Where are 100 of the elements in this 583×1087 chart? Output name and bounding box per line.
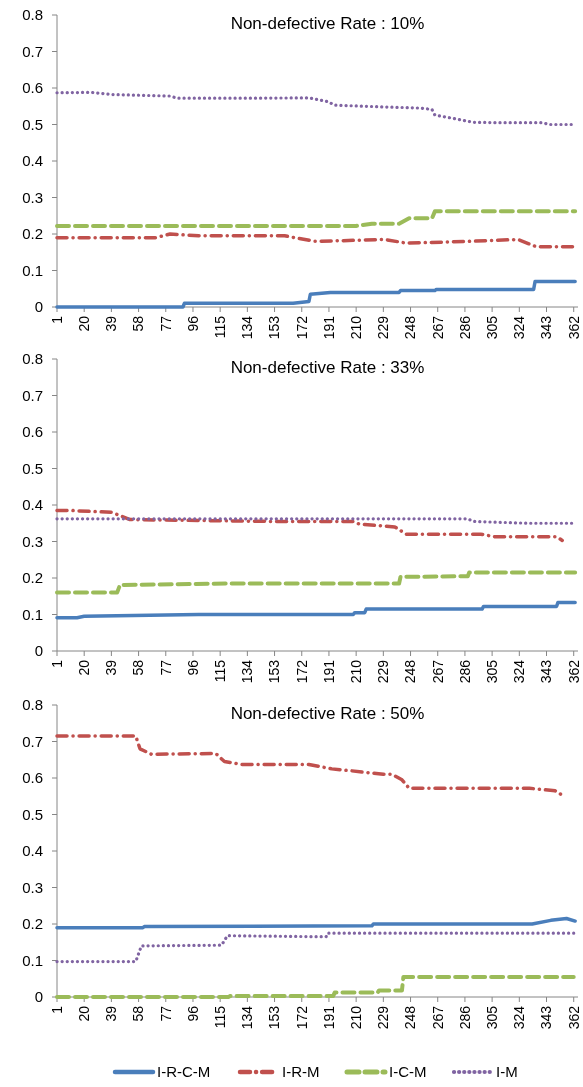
y-tick-label: 0.3 [22,532,43,550]
x-tick-label: 153 [266,315,283,340]
x-tick-label: 248 [402,315,419,340]
x-tick-label: 115 [212,659,229,683]
x-tick-label: 39 [103,315,120,332]
x-tick-label: 77 [157,1005,174,1022]
y-tick-label: 0.7 [22,42,43,60]
line-series [55,916,577,930]
x-tick-label: 286 [456,315,473,340]
chart-title: Non-defective Rate : 50% [230,703,425,723]
y-tick-label: 0 [34,988,43,1006]
x-tick-label: 229 [375,1005,392,1030]
x-tick-label: 172 [293,1005,310,1030]
x-tick-label: 210 [348,659,365,684]
x-tick-label: 96 [184,315,201,332]
x-tick-label: 248 [402,659,419,684]
x-tick-label: 324 [511,315,528,340]
legend-label: I-R-M [282,1063,320,1081]
x-tick-label: 324 [511,1005,528,1030]
x-tick-label: 362 [565,1005,582,1030]
x-tick-label: 191 [320,315,337,340]
x-tick-label: 20 [76,315,93,332]
x-tick-label: 229 [375,659,392,684]
x-tick-label: 343 [538,315,555,340]
x-tick-label: 115 [212,1005,229,1029]
y-tick-label: 0.4 [22,496,43,514]
x-tick-label: 191 [320,659,337,684]
chart-title: Non-defective Rate : 10% [230,13,425,33]
x-tick-label: 96 [184,659,201,676]
x-tick-label: 20 [76,659,93,676]
x-tick-label: 153 [266,659,283,684]
x-tick-label: 210 [348,315,365,340]
x-tick-label: 39 [103,1005,120,1022]
y-tick-label: 0.3 [22,188,43,206]
x-tick-label: 20 [76,1005,93,1022]
line-series [55,508,565,543]
y-tick-label: 0 [34,642,43,660]
x-tick-label: 153 [266,1005,283,1030]
y-tick-label: 0.1 [22,261,43,279]
x-tick-label: 343 [538,1005,555,1030]
line-series [55,600,577,620]
x-tick-label: 58 [130,659,147,676]
x-tick-label: 58 [130,1005,147,1022]
x-tick-label: 172 [293,659,310,684]
y-tick-label: 0.8 [22,6,43,24]
line-series [55,734,565,797]
y-tick-label: 0.4 [22,152,43,170]
x-tick-label: 305 [484,315,501,340]
x-tick-label: 229 [375,315,392,340]
x-tick-label: 115 [212,315,229,339]
y-tick-label: 0.1 [22,951,43,969]
x-tick-label: 1 [48,315,65,324]
x-tick-label: 77 [157,315,174,332]
y-tick-label: 0.6 [22,423,43,441]
x-tick-label: 286 [456,659,473,684]
x-tick-label: 305 [484,1005,501,1030]
x-tick-label: 324 [511,659,528,684]
y-tick-label: 0.5 [22,115,43,133]
y-tick-label: 0.8 [22,350,43,368]
y-tick-label: 0.3 [22,878,43,896]
line-series [55,232,577,249]
y-tick-label: 0.2 [22,915,43,933]
x-tick-label: 343 [538,659,555,684]
x-tick-label: 58 [130,315,147,332]
x-tick-label: 362 [565,315,582,340]
line-series [55,209,578,228]
x-tick-label: 134 [239,315,256,340]
y-tick-label: 0.7 [22,386,43,404]
y-tick-label: 0.5 [22,805,43,823]
y-tick-label: 0.6 [22,769,43,787]
x-tick-label: 96 [184,1005,201,1022]
x-tick-label: 134 [239,1005,256,1030]
line-series [55,931,576,964]
y-tick-label: 0.7 [22,732,43,750]
y-tick-label: 0.2 [22,569,43,587]
legend-label: I-R-C-M [157,1063,211,1081]
x-tick-label: 267 [429,659,446,684]
x-tick-label: 267 [429,1005,446,1030]
y-tick-label: 0.1 [22,605,43,623]
x-tick-label: 134 [239,659,256,684]
x-tick-label: 362 [565,659,582,684]
legend-label: I-M [496,1063,518,1081]
x-tick-label: 286 [456,1005,473,1030]
y-tick-label: 0 [34,298,43,316]
y-tick-label: 0.6 [22,79,43,97]
x-tick-label: 191 [320,1005,337,1030]
y-tick-label: 0.8 [22,696,43,714]
x-tick-label: 267 [429,315,446,340]
y-tick-label: 0.2 [22,225,43,243]
x-tick-label: 1 [48,659,65,668]
x-tick-label: 77 [157,659,174,676]
y-tick-label: 0.5 [22,459,43,477]
x-tick-label: 172 [293,315,310,340]
x-tick-label: 248 [402,1005,419,1030]
line-series [55,570,578,595]
x-tick-label: 39 [103,659,120,676]
x-tick-label: 305 [484,659,501,684]
x-tick-label: 1 [48,1005,65,1014]
legend-label: I-C-M [389,1063,427,1081]
x-tick-label: 210 [348,1005,365,1030]
